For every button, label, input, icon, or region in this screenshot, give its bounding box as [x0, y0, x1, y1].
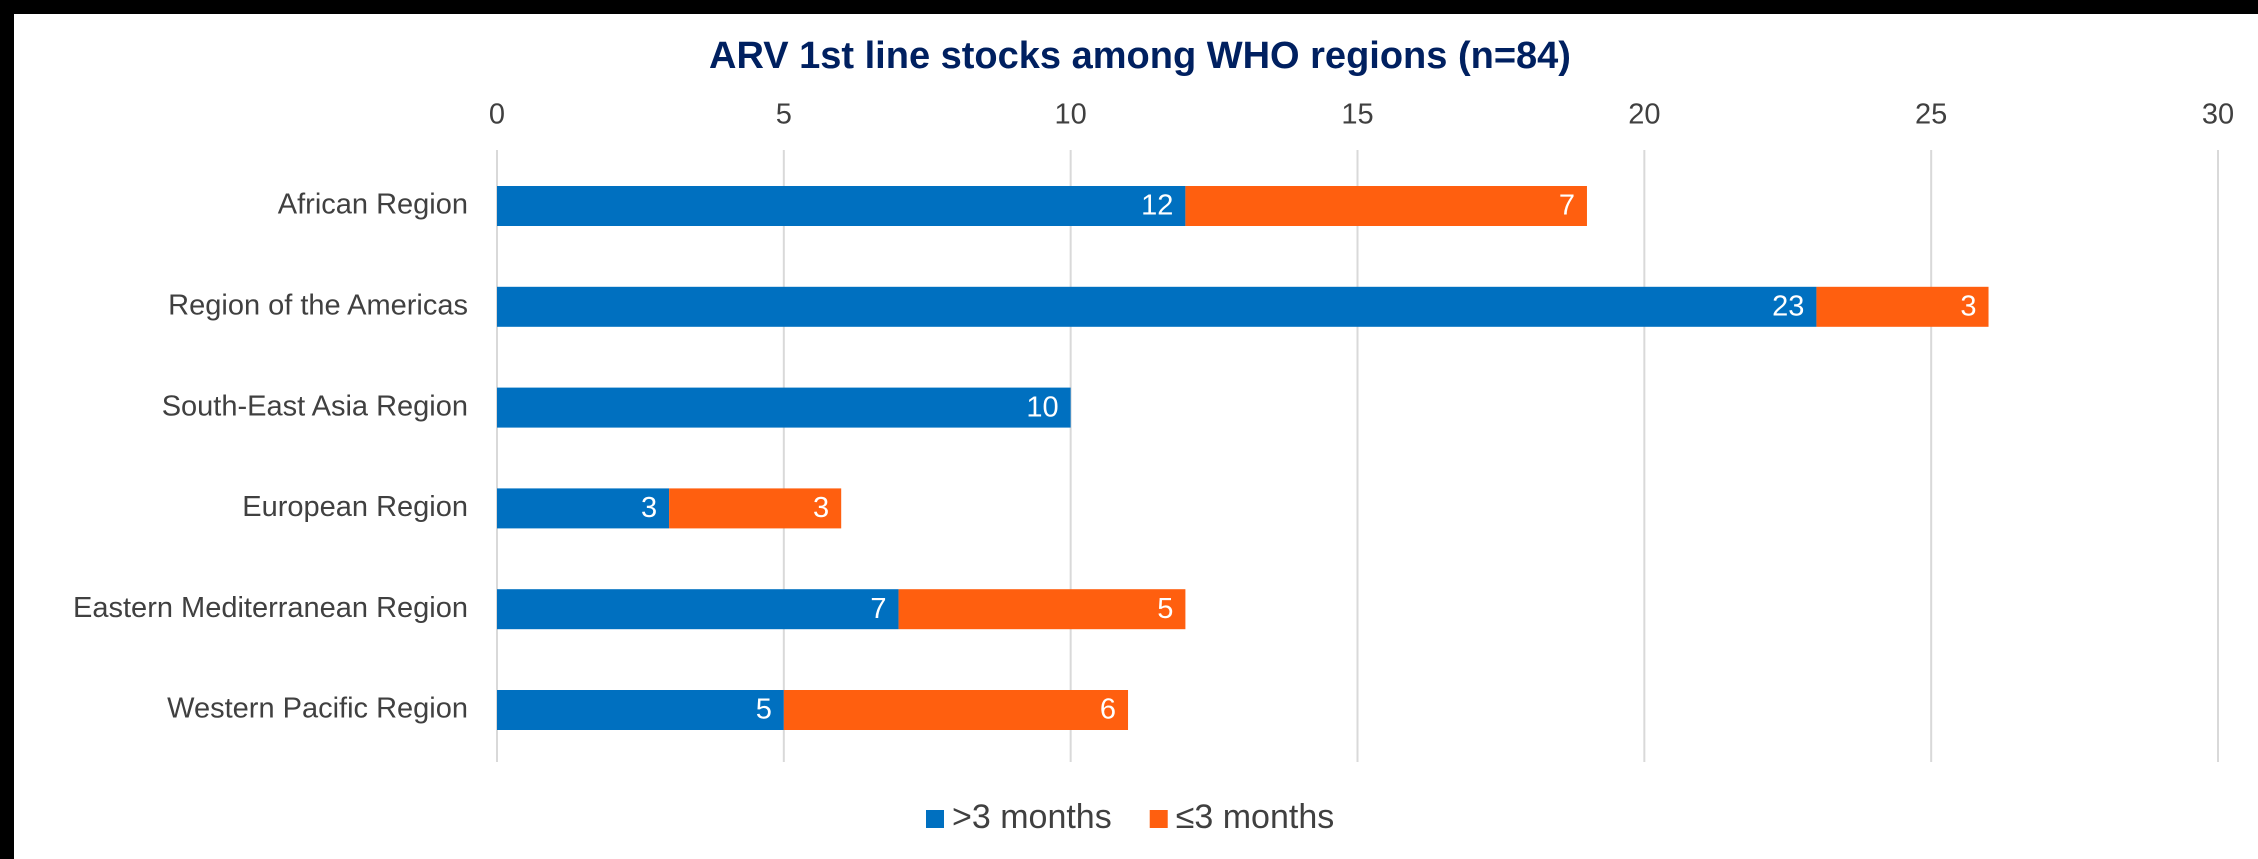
bar [1185, 186, 1587, 226]
y-tick-label: European Region [242, 491, 468, 523]
x-tick-label: 30 [2202, 99, 2234, 131]
legend-swatch [1149, 810, 1168, 828]
x-tick-label: 0 [489, 99, 505, 131]
x-tick-label: 20 [1628, 99, 1660, 131]
bar [497, 488, 670, 529]
x-tick-label: 15 [1341, 99, 1373, 131]
legend-label: >3 months [952, 798, 1112, 836]
legend-swatch [926, 810, 944, 828]
bar [497, 186, 1186, 226]
bar [497, 589, 899, 630]
data-label: 23 [1772, 290, 1804, 322]
y-tick-label: Region of the Americas [168, 289, 468, 321]
data-label: 10 [1026, 391, 1058, 423]
data-label: 3 [1960, 290, 1976, 322]
bar [497, 286, 1817, 327]
data-label: 5 [1157, 593, 1173, 625]
chart-title: ARV 1st line stocks among WHO regions (n… [709, 35, 1571, 77]
y-tick-label: African Region [278, 189, 468, 221]
data-label: 6 [1100, 694, 1116, 726]
bar [1816, 286, 1989, 327]
bar [898, 589, 1186, 630]
data-label: 7 [1559, 190, 1575, 222]
data-label: 3 [813, 492, 829, 524]
bar [497, 690, 784, 730]
x-tick-label: 25 [1915, 99, 1947, 131]
data-label: 3 [641, 492, 657, 524]
bar [497, 387, 1071, 428]
y-tick-label: South-East Asia Region [162, 390, 468, 422]
data-label: 7 [870, 593, 886, 625]
data-label: 12 [1141, 190, 1173, 222]
x-tick-label: 5 [776, 99, 792, 131]
y-tick-label: Western Pacific Region [167, 693, 468, 725]
data-label: 5 [756, 694, 772, 726]
bar [669, 488, 842, 529]
y-tick-label: Eastern Mediterranean Region [73, 592, 468, 624]
bar [783, 690, 1129, 730]
legend-label: ≤3 months [1176, 798, 1335, 836]
x-tick-label: 10 [1055, 99, 1087, 131]
